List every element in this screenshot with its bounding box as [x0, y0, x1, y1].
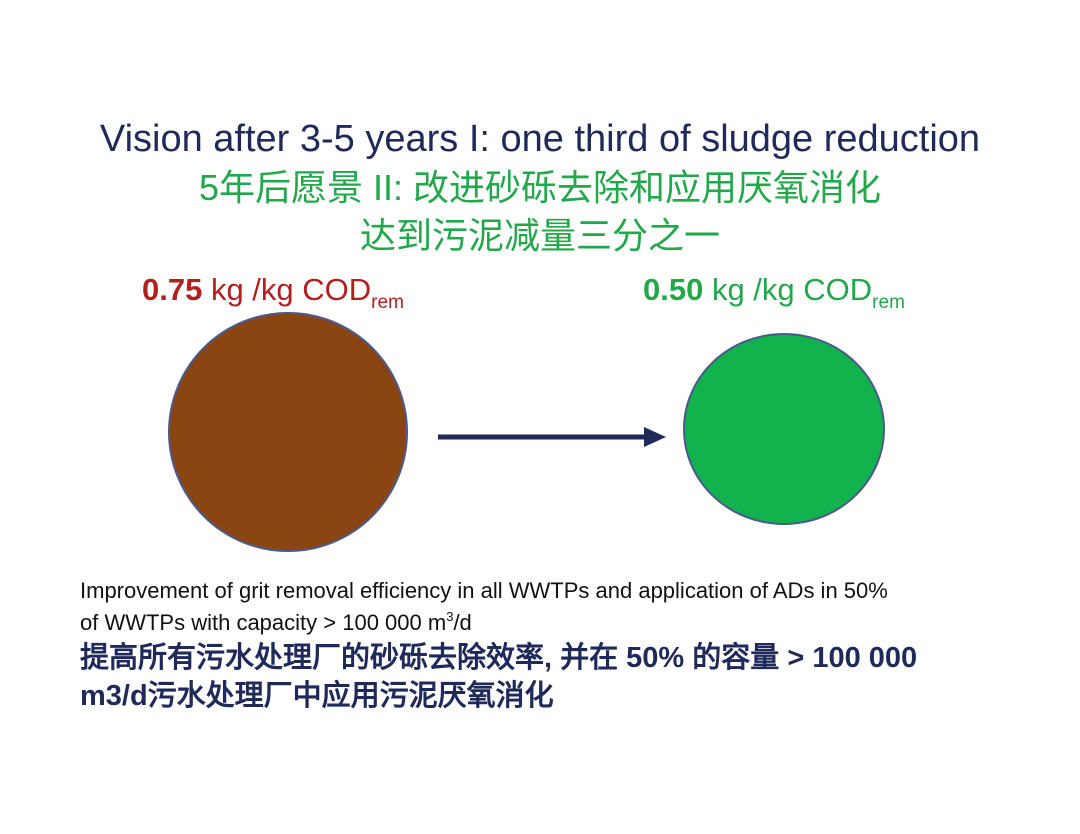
left-sludge-unit: kg /kg COD — [202, 272, 372, 307]
description-english-line2-text: of WWTPs with capacity > 100 000 m — [80, 610, 447, 635]
right-sludge-unit: kg /kg COD — [703, 272, 873, 307]
current-sludge-circle — [168, 312, 408, 552]
description-chinese-line2: m3/d污水处理厂中应用污泥厌氧消化 — [80, 680, 554, 712]
description-chinese: 提高所有污水处理厂的砂砾去除效率, 并在 50% 的容量 > 100 000 m… — [80, 639, 1040, 715]
left-sludge-label: 0.75 kg /kg CODrem — [142, 270, 404, 313]
title-chinese-line2: 达到污泥减量三分之一 — [359, 215, 720, 256]
description-english: Improvement of grit removal efficiency i… — [80, 575, 1020, 639]
description-english-line1: Improvement of grit removal efficiency i… — [80, 578, 888, 603]
description-english-line2-suffix: /d — [453, 610, 472, 635]
right-sludge-value: 0.50 — [643, 272, 704, 307]
description-chinese-line1: 提高所有污水处理厂的砂砾去除效率, 并在 50% 的容量 > 100 000 — [80, 642, 918, 674]
reduction-arrow-icon — [438, 427, 666, 447]
right-sludge-subscript: rem — [872, 292, 905, 313]
right-sludge-label: 0.50 kg /kg CODrem — [643, 270, 905, 313]
description-superscript: 3 — [446, 609, 454, 624]
title-chinese-line1: 5年后愿景 II: 改进砂砾去除和应用厌氧消化 — [198, 167, 882, 208]
left-sludge-value: 0.75 — [142, 272, 203, 307]
target-sludge-circle — [683, 333, 885, 525]
left-sludge-subscript: rem — [371, 292, 404, 313]
description-english-line2: of WWTPs with capacity > 100 000 m3/d — [80, 607, 1020, 639]
title-english: Vision after 3-5 years I: one third of s… — [99, 118, 981, 160]
